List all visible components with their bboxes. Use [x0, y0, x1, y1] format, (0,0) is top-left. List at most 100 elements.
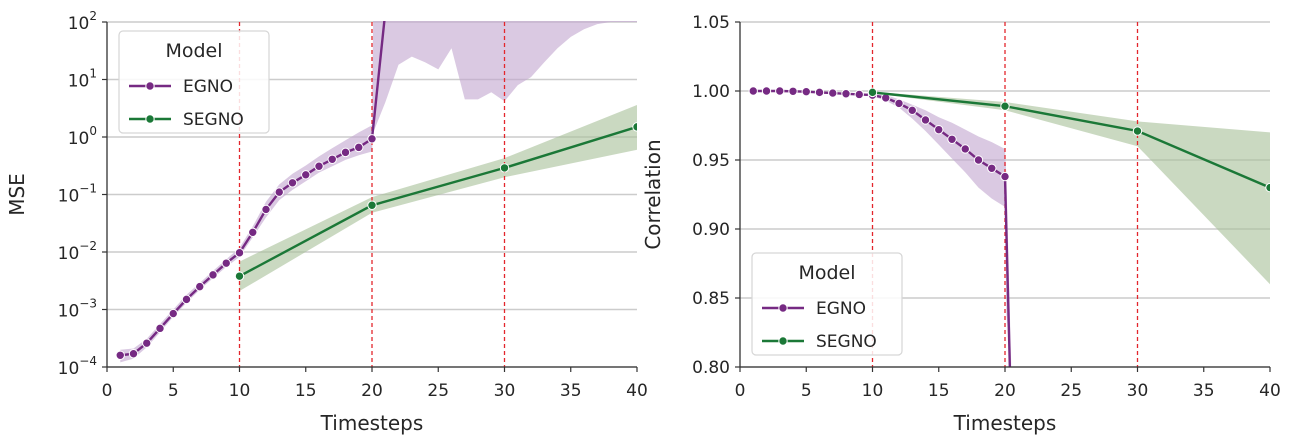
data-point [234, 271, 245, 281]
band-egno [120, 21, 637, 363]
data-point [973, 155, 984, 165]
data-point [761, 86, 772, 96]
x-tick-label: 35 [560, 381, 582, 401]
data-point [907, 105, 917, 116]
data-point [261, 204, 271, 215]
x-tick-label: 40 [1259, 381, 1281, 401]
data-point [287, 178, 298, 188]
tick-base: 10 [68, 72, 90, 92]
x-tick-label: 0 [735, 381, 746, 401]
data-point [354, 142, 364, 153]
x-tick-label: 30 [1127, 381, 1149, 401]
y-tick-label: 101 [68, 67, 97, 92]
data-point [340, 147, 351, 158]
x-tick-label: 5 [801, 381, 812, 401]
y-tick-label: 10−1 [58, 182, 97, 207]
legend: Model EGNO SEGNO [118, 30, 270, 134]
tick-exponent: −4 [79, 354, 97, 368]
data-point [314, 161, 324, 171]
tick-exponent: −2 [79, 239, 97, 253]
data-point [814, 87, 825, 98]
y-tick-label: 102 [68, 9, 97, 34]
legend-box [118, 30, 270, 134]
y-tick-label: 0.85 [692, 289, 730, 309]
data-point [934, 124, 944, 135]
x-tick-label: 20 [994, 381, 1016, 401]
data-point [327, 154, 337, 164]
data-point [867, 87, 878, 98]
data-point [181, 294, 192, 305]
legend-marker [778, 303, 788, 313]
data-point [115, 350, 125, 360]
tick-base: 10 [68, 129, 90, 149]
legend-marker [145, 81, 155, 91]
data-point [1000, 171, 1010, 182]
x-tick-label: 30 [494, 381, 516, 401]
data-point [632, 122, 637, 132]
x-tick-label: 0 [102, 381, 113, 401]
data-point [828, 88, 838, 98]
data-point [499, 163, 510, 173]
data-point [801, 86, 811, 97]
data-point [221, 258, 231, 268]
legend-box [751, 252, 903, 356]
y-tick-label: 10−4 [58, 354, 97, 379]
legend-marker [145, 114, 155, 124]
data-point [128, 349, 139, 359]
data-point [367, 200, 377, 210]
y-tick-label: 1.00 [692, 82, 730, 102]
data-point [208, 270, 218, 280]
data-point [947, 134, 957, 145]
x-tick-label: 5 [168, 381, 179, 401]
x-axis-label: Timesteps [953, 411, 1057, 435]
x-tick-label: 15 [928, 381, 950, 401]
y-tick-label: 0.95 [692, 151, 730, 171]
legend-label: SEGNO [816, 332, 877, 352]
legend-item-segno: SEGNO [129, 110, 244, 130]
correlation-chart: 0 5 10 15 20 25 30 35 40 0.80 0.85 0.90 0.95 1.00 1.05… [641, 13, 1281, 435]
data-point [248, 227, 258, 238]
legend-item-egno: EGNO [762, 299, 866, 319]
y-tick-label: 100 [68, 124, 97, 149]
band-segno [239, 105, 637, 291]
x-tick-label: 20 [361, 381, 383, 401]
data-point [155, 323, 165, 334]
tick-exponent: 1 [89, 67, 97, 81]
data-point [894, 98, 904, 109]
tick-base: 10 [58, 187, 80, 207]
legend: Model EGNO SEGNO [751, 252, 903, 356]
data-point [1265, 182, 1270, 193]
x-tick-label: 40 [626, 381, 648, 401]
y-tick-label: 0.80 [692, 358, 730, 378]
series-line-segno [238, 125, 637, 278]
tick-exponent: −1 [79, 182, 97, 196]
data-point [1000, 101, 1010, 111]
legend-title: Model [798, 262, 855, 284]
legend-title: Model [165, 40, 222, 62]
data-point [748, 86, 758, 96]
data-point [367, 134, 377, 144]
y-axis-label: MSE [5, 173, 29, 216]
y-tick-label: 10−3 [58, 297, 97, 322]
data-point [195, 281, 205, 292]
legend-label: SEGNO [183, 110, 244, 130]
tick-base: 10 [58, 302, 80, 322]
tick-exponent: −3 [79, 297, 97, 311]
y-tick-label: 0.90 [692, 220, 730, 240]
legend-item-segno: SEGNO [762, 332, 877, 352]
x-tick-label: 35 [1193, 381, 1215, 401]
data-point [920, 115, 931, 125]
data-point [234, 248, 245, 258]
data-point [168, 308, 178, 319]
legend-label: EGNO [816, 299, 866, 319]
x-axis-label: Timesteps [320, 411, 424, 435]
data-point [788, 86, 798, 96]
y-axis-label: Correlation [641, 139, 665, 249]
tick-base: 10 [68, 14, 90, 34]
tick-base: 10 [58, 244, 80, 264]
data-point [1132, 126, 1143, 136]
data-point [960, 144, 970, 154]
plot-area [115, 21, 637, 367]
tick-exponent: 0 [89, 124, 97, 138]
